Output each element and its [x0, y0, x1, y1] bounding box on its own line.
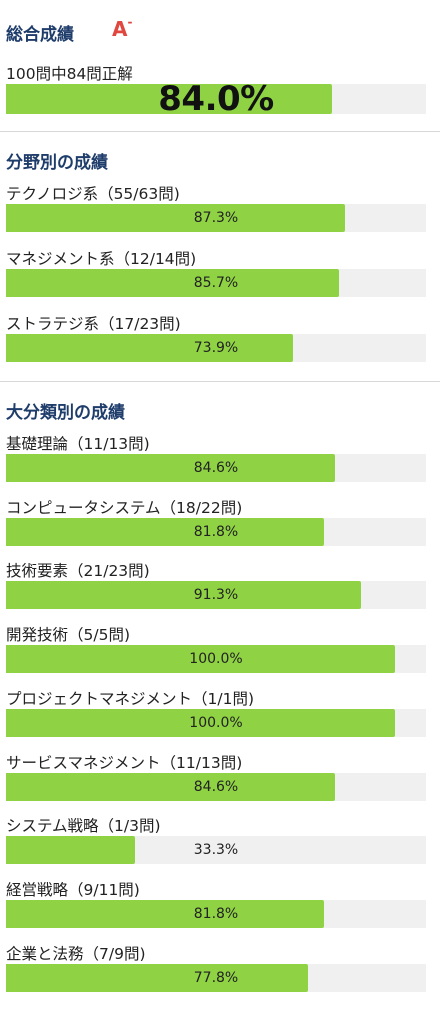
- category-section-title: 大分類別の成績: [6, 403, 125, 423]
- result-progress-bar: 100.0%: [6, 645, 426, 674]
- result-progress-fill: [6, 899, 324, 928]
- result-percent: 87.3%: [193, 210, 239, 226]
- result-progress-bar: 100.0%: [6, 708, 426, 737]
- grade-letter: A: [112, 17, 128, 41]
- result-percent: 77.8%: [193, 969, 239, 986]
- result-percent: 91.3%: [193, 587, 239, 604]
- grade-badge: A-: [112, 15, 133, 41]
- result-progress-fill: [6, 836, 136, 865]
- result-progress-bar: 33.3%: [6, 836, 426, 865]
- result-progress-bar: 84.6%: [6, 772, 426, 801]
- result-label: サービスマネジメント（11/13問): [6, 753, 243, 772]
- result-progress-fill: [6, 708, 395, 737]
- divider: [0, 131, 440, 132]
- result-label: 開発技術（5/5問): [6, 626, 130, 645]
- overall-progress-bar: 84.0%: [6, 79, 426, 119]
- result-progress-fill: [6, 772, 335, 801]
- result-progress-fill: [6, 204, 346, 232]
- result-label: システム戦略（1/3問): [6, 817, 161, 836]
- result-percent: 85.7%: [193, 275, 239, 291]
- result-progress-fill: [6, 963, 309, 992]
- result-progress-fill: [6, 454, 335, 482]
- grade-suffix: -: [127, 15, 133, 29]
- result-label: ストラテジ系（17/23問): [6, 315, 181, 333]
- result-progress-bar: 81.8%: [6, 517, 426, 546]
- result-progress-fill: [6, 334, 294, 362]
- result-percent: 84.6%: [193, 778, 239, 795]
- result-progress-bar: 81.8%: [6, 899, 426, 928]
- result-label: 経営戦略（9/11問): [6, 880, 140, 899]
- result-progress-fill: [6, 269, 339, 297]
- result-progress-bar: 84.6%: [6, 454, 426, 482]
- result-progress-bar: 87.3%: [6, 204, 426, 232]
- overall-progress-fill: [6, 84, 333, 114]
- result-label: コンピュータシステム（18/22問): [6, 498, 243, 517]
- result-label: プロジェクトマネジメント（1/1問): [6, 689, 254, 708]
- result-label: 基礎理論（11/13問): [6, 435, 150, 453]
- result-percent: 100.0%: [189, 651, 243, 668]
- result-percent: 84.6%: [193, 460, 239, 476]
- result-label: 企業と法務（7/9問): [6, 944, 146, 963]
- result-progress-fill: [6, 581, 361, 610]
- divider: [0, 381, 440, 382]
- result-percent: 81.8%: [193, 523, 239, 540]
- result-progress-bar: 73.9%: [6, 334, 426, 362]
- result-percent: 73.9%: [193, 340, 239, 356]
- result-percent: 81.8%: [193, 905, 239, 922]
- result-progress-fill: [6, 517, 324, 546]
- result-percent: 33.3%: [193, 842, 239, 859]
- result-progress-bar: 91.3%: [6, 581, 426, 610]
- result-progress-bar: 77.8%: [6, 963, 426, 992]
- result-label: テクノロジ系（55/63問): [6, 185, 180, 203]
- result-progress-bar: 85.7%: [6, 269, 426, 297]
- result-label: マネジメント系（12/14問): [6, 250, 197, 268]
- overall-percent: 84.0%: [158, 79, 274, 119]
- overall-score-summary: 100問中84問正解: [6, 65, 133, 83]
- result-label: 技術要素（21/23問): [6, 562, 150, 581]
- result-percent: 100.0%: [189, 714, 243, 731]
- overall-title: 総合成績: [6, 25, 74, 45]
- result-progress-fill: [6, 645, 395, 674]
- field-section-title: 分野別の成績: [6, 153, 108, 173]
